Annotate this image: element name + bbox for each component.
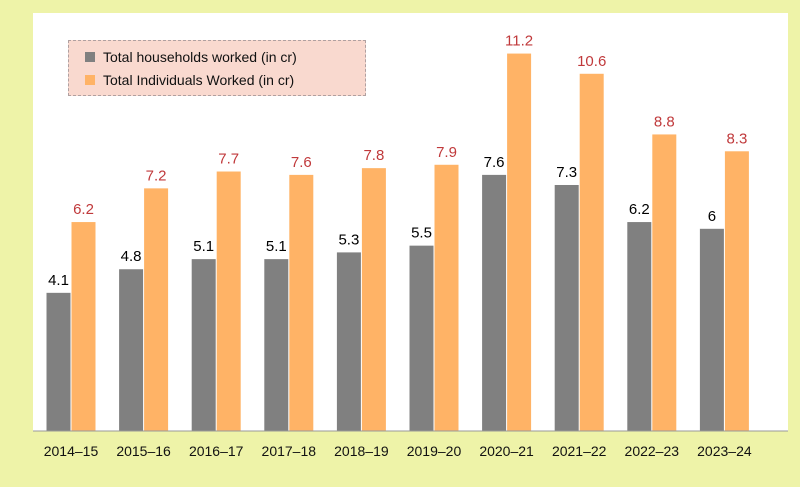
x-tick-label: 2021–22 <box>552 443 607 459</box>
data-label-households-2015–16: 4.8 <box>121 248 142 265</box>
bar-individuals-2014–15 <box>71 222 96 431</box>
bar-households-2017–18 <box>264 259 289 431</box>
data-label-individuals-2016–17: 7.7 <box>218 151 239 168</box>
data-label-individuals-2023–24: 8.3 <box>726 130 747 147</box>
x-tick-label: 2016–17 <box>189 443 244 459</box>
bar-households-2021–22 <box>554 184 579 431</box>
x-tick-label: 2020–21 <box>479 443 534 459</box>
bar-individuals-2015–16 <box>144 188 169 431</box>
bar-households-2014–15 <box>46 292 71 431</box>
x-tick-labels: 2014–15 2015–16 2016–17 2017–18 2018–19 2019–… <box>44 443 752 459</box>
data-label-individuals-2022–23: 8.8 <box>654 113 675 130</box>
data-label-households-2018–19: 5.3 <box>338 231 359 248</box>
data-label-households-2016–17: 5.1 <box>193 238 214 255</box>
data-label-households-2014–15: 4.1 <box>48 272 69 289</box>
data-label-individuals-2017–18: 7.6 <box>291 154 312 171</box>
labels-layer: 4.1 6.2 4.8 7.2 5.1 7.7 5.1 7.6 5.3 7.8 5.5 7.9 7.6 1… <box>48 33 747 289</box>
x-tick-label: 2022–23 <box>625 443 680 459</box>
bar-households-2015–16 <box>119 269 144 431</box>
bar-households-2020–21 <box>482 174 507 431</box>
bar-individuals-2019–20 <box>434 164 459 431</box>
x-tick-label: 2019–20 <box>407 443 462 459</box>
bar-households-2023–24 <box>699 228 724 431</box>
data-label-households-2020–21: 7.6 <box>484 154 505 171</box>
legend-label-households: Total households worked (in cr) <box>103 49 297 65</box>
legend-item-individuals: Total Individuals Worked (in cr) <box>85 70 294 90</box>
bar-households-2018–19 <box>336 252 361 431</box>
data-label-households-2017–18: 5.1 <box>266 238 287 255</box>
data-label-individuals-2020–21: 11.2 <box>505 33 533 50</box>
bar-households-2019–20 <box>409 245 434 431</box>
data-label-individuals-2018–19: 7.8 <box>363 147 384 164</box>
bar-individuals-2016–17 <box>216 171 241 431</box>
x-tick-label: 2018–19 <box>334 443 389 459</box>
legend-swatch-households <box>85 52 95 62</box>
x-tick-label: 2015–16 <box>116 443 171 459</box>
data-label-individuals-2019–20: 7.9 <box>436 144 457 161</box>
bar-individuals-2017–18 <box>289 174 314 431</box>
data-label-households-2023–24: 6 <box>708 208 716 225</box>
bar-individuals-2018–19 <box>361 168 386 431</box>
legend: Total households worked (in cr) Total In… <box>68 40 366 96</box>
legend-item-households: Total households worked (in cr) <box>85 47 297 67</box>
bar-individuals-2020–21 <box>507 53 532 432</box>
x-tick-label: 2023–24 <box>697 443 752 459</box>
data-label-households-2019–20: 5.5 <box>411 225 432 242</box>
bar-individuals-2022–23 <box>652 134 677 431</box>
bar-individuals-2023–24 <box>724 151 749 432</box>
bars-layer <box>46 53 749 432</box>
bar-individuals-2021–22 <box>579 73 604 431</box>
bar-households-2022–23 <box>627 222 652 431</box>
bar-households-2016–17 <box>191 259 216 431</box>
x-tick-label: 2017–18 <box>262 443 317 459</box>
data-label-households-2021–22: 7.3 <box>556 164 577 181</box>
data-label-individuals-2015–16: 7.2 <box>146 167 167 184</box>
legend-label-individuals: Total Individuals Worked (in cr) <box>103 72 295 88</box>
data-label-households-2022–23: 6.2 <box>629 201 650 218</box>
x-tick-label: 2014–15 <box>44 443 99 459</box>
data-label-individuals-2021–22: 10.6 <box>577 53 606 70</box>
data-label-individuals-2014–15: 6.2 <box>73 201 94 218</box>
legend-swatch-individuals <box>85 75 95 85</box>
